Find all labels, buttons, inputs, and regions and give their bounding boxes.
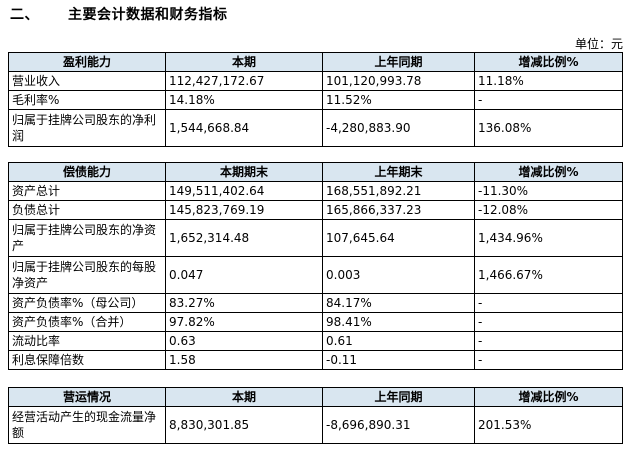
row-label: 毛利率% bbox=[8, 90, 166, 110]
section-title: 主要会计数据和财务指标 bbox=[68, 7, 228, 23]
change-value: 1,466.67% bbox=[474, 256, 623, 294]
table-row: 资产总计 149,511,402.64 168,551,892.21 -11.3… bbox=[8, 181, 623, 201]
current-value: 112,427,172.67 bbox=[165, 71, 323, 91]
change-value: - bbox=[474, 331, 623, 351]
previous-value: 0.61 bbox=[322, 331, 475, 351]
section-heading: 二、 主要会计数据和财务指标 bbox=[10, 4, 228, 24]
previous-value: -8,696,890.31 bbox=[322, 406, 475, 444]
table-row: 归属于挂牌公司股东的净利润 1,544,668.84 -4,280,883.90… bbox=[8, 109, 623, 147]
previous-value: -4,280,883.90 bbox=[322, 109, 475, 147]
profitability-table: 盈利能力 本期 上年同期 增减比例% 营业收入 112,427,172.67 1… bbox=[8, 52, 623, 147]
table-row: 毛利率% 14.18% 11.52% - bbox=[8, 90, 623, 110]
current-value: 149,511,402.64 bbox=[165, 181, 323, 201]
current-value: 0.047 bbox=[165, 256, 323, 294]
current-value: 1,544,668.84 bbox=[165, 109, 323, 147]
row-label: 归属于挂牌公司股东的每股净资产 bbox=[8, 256, 166, 294]
table-header-row: 偿债能力 本期期末 上年期末 增减比例% bbox=[8, 162, 623, 182]
row-label: 经营活动产生的现金流量净额 bbox=[8, 406, 166, 444]
section-number: 二、 bbox=[10, 7, 39, 23]
header-cell: 增减比例% bbox=[474, 387, 623, 407]
previous-value: 168,551,892.21 bbox=[322, 181, 475, 201]
unit-label: 单位：元 bbox=[574, 37, 623, 51]
previous-value: 0.003 bbox=[322, 256, 475, 294]
change-value: - bbox=[474, 312, 623, 332]
table-row: 归属于挂牌公司股东的每股净资产 0.047 0.003 1,466.67% bbox=[8, 256, 623, 294]
previous-value: 107,645.64 bbox=[322, 219, 475, 257]
header-cell: 上年同期 bbox=[322, 52, 475, 72]
previous-value: 165,866,337.23 bbox=[322, 200, 475, 220]
row-label: 归属于挂牌公司股东的净资产 bbox=[8, 219, 166, 257]
previous-value: 84.17% bbox=[322, 293, 475, 313]
table-header-row: 营运情况 本期 上年同期 增减比例% bbox=[8, 387, 623, 407]
header-cell: 增减比例% bbox=[474, 52, 623, 72]
header-cell: 增减比例% bbox=[474, 162, 623, 182]
header-cell: 上年期末 bbox=[322, 162, 475, 182]
header-cell: 本期 bbox=[165, 52, 323, 72]
previous-value: -0.11 bbox=[322, 350, 475, 370]
table-row: 流动比率 0.63 0.61 - bbox=[8, 331, 623, 351]
previous-value: 11.52% bbox=[322, 90, 475, 110]
table-row: 归属于挂牌公司股东的净资产 1,652,314.48 107,645.64 1,… bbox=[8, 219, 623, 257]
header-cell: 本期 bbox=[165, 387, 323, 407]
row-label: 流动比率 bbox=[8, 331, 166, 351]
current-value: 145,823,769.19 bbox=[165, 200, 323, 220]
header-cell: 盈利能力 bbox=[8, 52, 166, 72]
row-label: 资产总计 bbox=[8, 181, 166, 201]
table-row: 资产负债率%（母公司） 83.27% 84.17% - bbox=[8, 293, 623, 313]
current-value: 14.18% bbox=[165, 90, 323, 110]
previous-value: 101,120,993.78 bbox=[322, 71, 475, 91]
row-label: 负债总计 bbox=[8, 200, 166, 220]
current-value: 8,830,301.85 bbox=[165, 406, 323, 444]
row-label: 营业收入 bbox=[8, 71, 166, 91]
change-value: 136.08% bbox=[474, 109, 623, 147]
table-row: 利息保障倍数 1.58 -0.11 - bbox=[8, 350, 623, 370]
table-row: 经营活动产生的现金流量净额 8,830,301.85 -8,696,890.31… bbox=[8, 406, 623, 444]
current-value: 1,652,314.48 bbox=[165, 219, 323, 257]
current-value: 1.58 bbox=[165, 350, 323, 370]
table-row: 资产负债率%（合并） 97.82% 98.41% - bbox=[8, 312, 623, 332]
current-value: 97.82% bbox=[165, 312, 323, 332]
change-value: -11.30% bbox=[474, 181, 623, 201]
solvency-table: 偿债能力 本期期末 上年期末 增减比例% 资产总计 149,511,402.64… bbox=[8, 162, 623, 370]
header-cell: 偿债能力 bbox=[8, 162, 166, 182]
header-cell: 营运情况 bbox=[8, 387, 166, 407]
table-row: 营业收入 112,427,172.67 101,120,993.78 11.18… bbox=[8, 71, 623, 91]
operations-table: 营运情况 本期 上年同期 增减比例% 经营活动产生的现金流量净额 8,830,3… bbox=[8, 387, 623, 444]
table-header-row: 盈利能力 本期 上年同期 增减比例% bbox=[8, 52, 623, 72]
row-label: 归属于挂牌公司股东的净利润 bbox=[8, 109, 166, 147]
header-cell: 本期期末 bbox=[165, 162, 323, 182]
change-value: - bbox=[474, 293, 623, 313]
current-value: 0.63 bbox=[165, 331, 323, 351]
change-value: 201.53% bbox=[474, 406, 623, 444]
previous-value: 98.41% bbox=[322, 312, 475, 332]
header-cell: 上年同期 bbox=[322, 387, 475, 407]
row-label: 利息保障倍数 bbox=[8, 350, 166, 370]
row-label: 资产负债率%（合并） bbox=[8, 312, 166, 332]
change-value: 1,434.96% bbox=[474, 219, 623, 257]
row-label: 资产负债率%（母公司） bbox=[8, 293, 166, 313]
current-value: 83.27% bbox=[165, 293, 323, 313]
change-value: 11.18% bbox=[474, 71, 623, 91]
change-value: -12.08% bbox=[474, 200, 623, 220]
change-value: - bbox=[474, 90, 623, 110]
change-value: - bbox=[474, 350, 623, 370]
table-row: 负债总计 145,823,769.19 165,866,337.23 -12.0… bbox=[8, 200, 623, 220]
